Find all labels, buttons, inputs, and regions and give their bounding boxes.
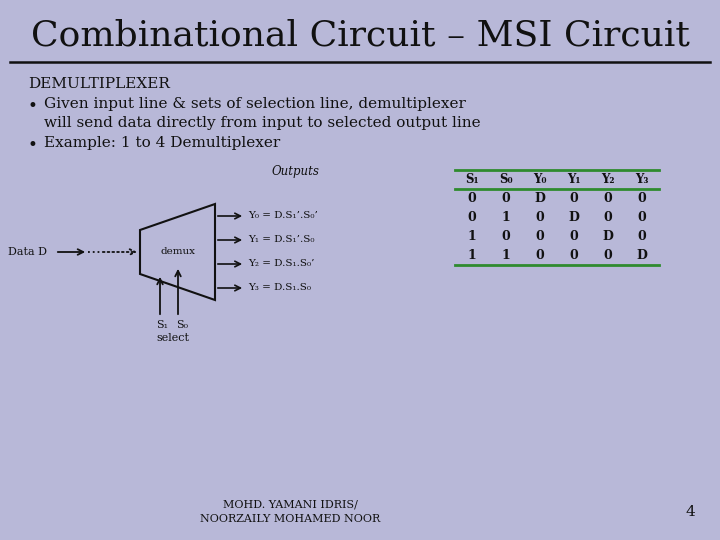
Text: 0: 0 [603, 192, 613, 205]
Text: 0: 0 [536, 211, 544, 224]
Text: 0: 0 [536, 230, 544, 243]
Text: Data D: Data D [8, 247, 47, 257]
Text: Y₁: Y₁ [567, 173, 581, 186]
Text: Y₂: Y₂ [601, 173, 615, 186]
Text: select: select [156, 333, 189, 343]
Text: 0: 0 [638, 211, 647, 224]
Text: 0: 0 [467, 211, 477, 224]
Text: Y₃ = D.S₁.S₀: Y₃ = D.S₁.S₀ [248, 284, 311, 293]
Text: D: D [603, 230, 613, 243]
Text: S₀: S₀ [176, 320, 188, 330]
Text: 0: 0 [638, 230, 647, 243]
Text: Given input line & sets of selection line, demultiplexer: Given input line & sets of selection lin… [44, 97, 466, 111]
Text: •: • [28, 136, 38, 154]
Text: will send data directly from input to selected output line: will send data directly from input to se… [44, 116, 481, 130]
Text: demux: demux [161, 247, 196, 256]
Text: 0: 0 [502, 192, 510, 205]
Text: 0: 0 [570, 192, 578, 205]
Text: 1: 1 [502, 211, 510, 224]
Text: Example: 1 to 4 Demultiplexer: Example: 1 to 4 Demultiplexer [44, 136, 280, 150]
Text: Y₀ = D.S₁’.S₀’: Y₀ = D.S₁’.S₀’ [248, 212, 318, 220]
Text: 1: 1 [467, 230, 477, 243]
Text: Y₁ = D.S₁’.S₀: Y₁ = D.S₁’.S₀ [248, 235, 315, 245]
Text: D: D [569, 211, 580, 224]
Text: Y₃: Y₃ [635, 173, 649, 186]
Text: 0: 0 [467, 192, 477, 205]
Text: DEMULTIPLEXER: DEMULTIPLEXER [28, 77, 170, 91]
Text: D: D [636, 249, 647, 262]
Text: 0: 0 [638, 192, 647, 205]
Text: Combinational Circuit – MSI Circuit: Combinational Circuit – MSI Circuit [30, 18, 690, 52]
Text: 0: 0 [536, 249, 544, 262]
Text: Y₀: Y₀ [534, 173, 546, 186]
Text: S₀: S₀ [499, 173, 513, 186]
Text: 1: 1 [467, 249, 477, 262]
Text: 0: 0 [603, 211, 613, 224]
Text: •: • [28, 97, 38, 115]
Text: S₁: S₁ [465, 173, 479, 186]
Text: 4: 4 [685, 505, 695, 519]
Text: Outputs: Outputs [271, 165, 319, 178]
Text: 1: 1 [502, 249, 510, 262]
Text: 0: 0 [570, 230, 578, 243]
Text: Y₂ = D.S₁.S₀’: Y₂ = D.S₁.S₀’ [248, 260, 315, 268]
Text: 0: 0 [603, 249, 613, 262]
Text: MOHD. YAMANI IDRIS/
NOORZAILY MOHAMED NOOR: MOHD. YAMANI IDRIS/ NOORZAILY MOHAMED NO… [200, 500, 380, 524]
Text: 0: 0 [502, 230, 510, 243]
Text: 0: 0 [570, 249, 578, 262]
Text: D: D [534, 192, 546, 205]
Text: S₁: S₁ [156, 320, 168, 330]
